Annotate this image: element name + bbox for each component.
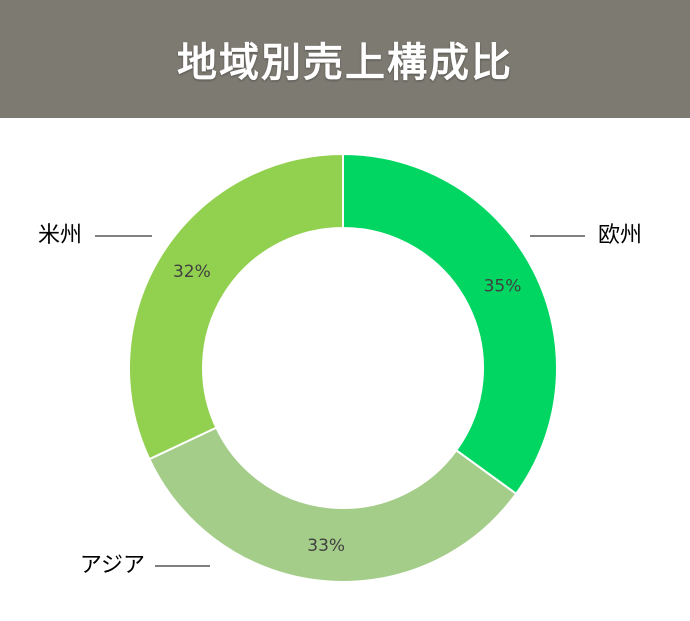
slice-value-label: 32% <box>173 262 211 282</box>
title-banner: 地域別売上構成比 <box>0 0 690 118</box>
donut-slice-2 <box>148 426 518 583</box>
donut-slice-1 <box>342 152 558 496</box>
chart-title: 地域別売上構成比 <box>177 40 513 86</box>
donut-slice-3 <box>128 152 344 461</box>
slice-category-label: 欧州 <box>598 223 642 248</box>
slice-value-label: 33% <box>307 536 345 556</box>
slice-category-label: アジア <box>80 553 145 578</box>
slice-value-label: 35% <box>484 277 522 297</box>
slice-category-label: 米州 <box>38 223 82 248</box>
